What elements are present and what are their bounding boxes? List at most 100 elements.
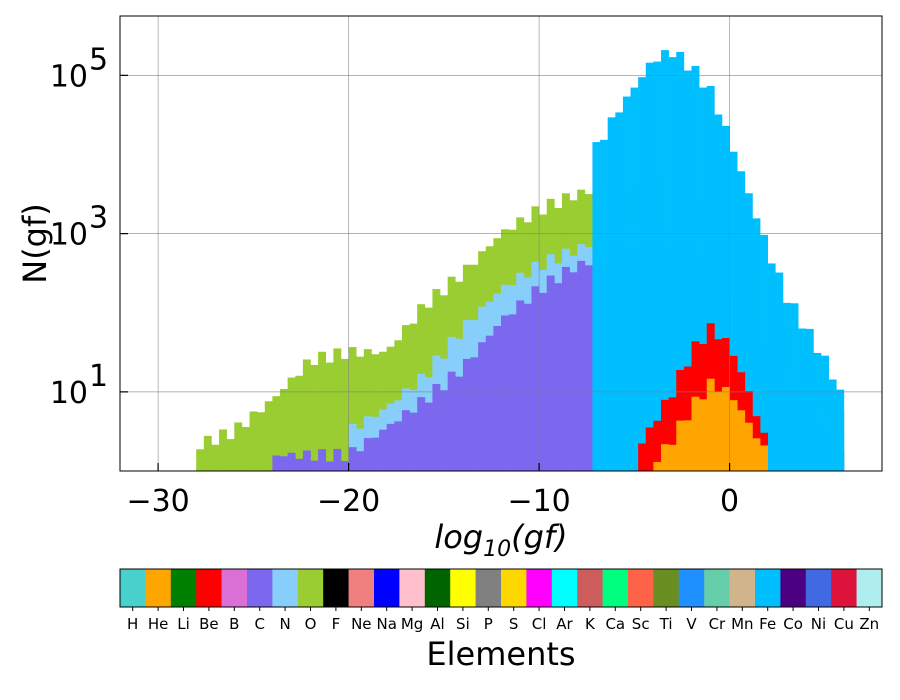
bar-C <box>546 275 555 471</box>
bar-He <box>668 444 677 471</box>
plot-frame <box>119 15 883 472</box>
bar-C <box>501 315 509 471</box>
bar-He <box>653 461 662 471</box>
x-axis-label: log10(gf) <box>434 518 567 562</box>
bar-Fe <box>699 87 708 471</box>
bar-O <box>241 427 250 471</box>
colorbar-swatch-Mg <box>399 569 426 607</box>
bar-Fe <box>721 125 730 472</box>
colorbar-swatch-H <box>120 569 146 607</box>
element-labels: H He Li Be B C N O F Ne Na Mg Al Si P S Cl Ar K Ca Sc Ti V Cr Mn… <box>127 607 879 633</box>
colorbar-swatch-K <box>577 569 603 607</box>
bar-Fe <box>668 57 677 471</box>
axis-ticks <box>120 74 731 471</box>
series-He <box>653 378 768 471</box>
bar-Fe <box>752 218 761 471</box>
x-tick-label: −10 <box>507 484 570 519</box>
colorbar-swatch-B <box>221 569 248 607</box>
element-label-Mn: Mn <box>731 615 753 633</box>
element-label-V: V <box>686 615 697 633</box>
colorbar-swatch-He <box>145 569 172 607</box>
colorbar-frame <box>119 568 883 608</box>
x-tick-label: −20 <box>317 484 380 519</box>
bar-C <box>432 383 441 471</box>
bar-C <box>516 300 525 471</box>
colorbar-swatch-Ti <box>653 569 680 607</box>
colorbar-swatch-Ni <box>805 569 832 607</box>
bar-C <box>417 397 426 471</box>
series-Fe <box>592 50 845 472</box>
bar-He <box>752 438 761 471</box>
bar-Be <box>676 369 685 471</box>
colorbar-swatch-Sc <box>628 569 654 607</box>
bar-O <box>257 412 266 471</box>
bar-Fe <box>836 389 845 471</box>
bar-He <box>721 387 730 471</box>
colorbar-swatch-Li <box>170 569 197 607</box>
bar-C <box>401 410 410 471</box>
bar-Fe <box>615 112 624 471</box>
bar-C <box>302 450 311 471</box>
element-label-C: C <box>254 615 264 633</box>
element-label-Ni: Ni <box>811 615 826 633</box>
bar-Fe <box>782 302 791 471</box>
bar-C <box>379 429 387 471</box>
colorbar-swatch-Na <box>374 569 400 607</box>
bar-Fe <box>592 142 601 471</box>
colorbar-swatch-V <box>678 569 705 607</box>
element-label-K: K <box>585 615 596 633</box>
colorbar-swatch-Al <box>424 569 451 607</box>
bar-He <box>737 410 746 471</box>
bar-Fe <box>767 263 776 471</box>
colorbar-swatch-Ne <box>348 569 375 607</box>
bar-He <box>683 420 692 471</box>
colorbar-swatch-Si <box>450 569 476 607</box>
colorbar-title: Elements <box>426 635 575 673</box>
element-label-Sc: Sc <box>632 615 650 633</box>
colorbar-swatch-Fe <box>755 569 781 607</box>
y-tick-exponent: 1 <box>89 359 108 394</box>
bar-He <box>661 444 669 471</box>
bar-O <box>211 444 220 471</box>
bar-Fe <box>737 171 746 471</box>
element-label-Al: Al <box>430 615 444 633</box>
x-tick-labels: −30 −20 −10 0 <box>126 484 739 519</box>
bar-Fe <box>813 352 822 471</box>
y-axis-label: N(gf) <box>16 203 54 283</box>
y-tick-exponent: 5 <box>89 42 108 77</box>
bar-O <box>196 449 205 471</box>
element-label-Mg: Mg <box>401 615 423 633</box>
bar-C <box>531 286 540 471</box>
bar-C <box>348 447 357 471</box>
bar-C <box>280 456 288 471</box>
element-label-Si: Si <box>456 615 470 633</box>
gridlines <box>120 16 882 471</box>
element-colorbar <box>119 568 883 608</box>
bar-C <box>523 303 532 471</box>
bar-O <box>287 377 296 471</box>
colorbar-swatch-O <box>297 569 324 607</box>
bar-C <box>424 402 433 471</box>
colorbar-swatch-F <box>323 569 349 607</box>
bar-O <box>203 435 212 471</box>
bar-Fe <box>805 328 814 471</box>
bar-C <box>485 335 494 471</box>
bar-C <box>356 451 365 471</box>
colorbar-swatch-P <box>475 569 502 607</box>
bar-O <box>219 429 227 471</box>
bar-He <box>699 399 708 471</box>
bar-Fe <box>798 328 807 471</box>
bar-He <box>691 396 700 471</box>
element-label-Cr: Cr <box>709 615 726 633</box>
bar-C <box>447 371 456 471</box>
bar-C <box>295 458 304 471</box>
element-label-Cu: Cu <box>834 615 854 633</box>
bar-O <box>310 364 319 471</box>
bar-Fe <box>790 303 799 471</box>
bar-He <box>760 445 768 471</box>
element-label-He: He <box>148 615 169 633</box>
element-label-Ne: Ne <box>351 615 371 633</box>
element-label-Zn: Zn <box>859 615 879 633</box>
histogram-bars <box>196 50 845 472</box>
x-axis-label-sub: 10 <box>483 537 511 562</box>
